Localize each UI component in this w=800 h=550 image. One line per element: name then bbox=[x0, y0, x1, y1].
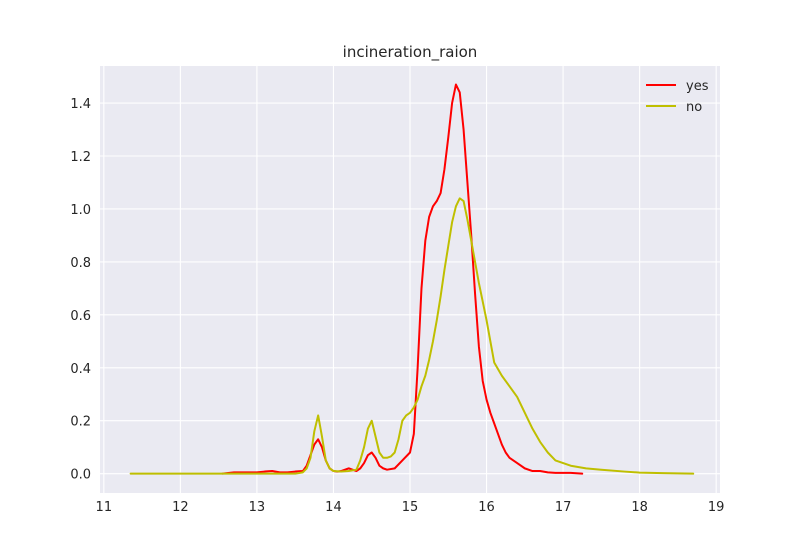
y-tick-label: 0.2 bbox=[70, 415, 91, 430]
x-tick-label: 12 bbox=[172, 500, 189, 515]
y-tick-label: 0.8 bbox=[70, 256, 91, 271]
chart-title: incineration_raion bbox=[343, 43, 478, 62]
legend-label-yes: yes bbox=[686, 79, 709, 94]
ticks: 11 12 13 14 15 16 17 18 19 0.0 0.2 0.4 0.6 0.8 1.0 1.2 1… bbox=[70, 97, 724, 515]
y-tick-label: 0.4 bbox=[70, 362, 91, 377]
y-tick-label: 1.0 bbox=[70, 203, 91, 218]
x-tick-label: 11 bbox=[96, 500, 113, 515]
x-tick-label: 17 bbox=[555, 500, 572, 515]
x-tick-label: 18 bbox=[631, 500, 648, 515]
y-tick-label: 1.2 bbox=[70, 150, 91, 165]
y-tick-label: 0.6 bbox=[70, 309, 91, 324]
y-tick-label: 0.0 bbox=[70, 468, 91, 483]
legend: yes no bbox=[646, 79, 709, 115]
x-tick-label: 13 bbox=[249, 500, 266, 515]
series-line-no bbox=[129, 197, 695, 475]
legend-label-no: no bbox=[686, 100, 702, 115]
grid bbox=[100, 66, 720, 493]
x-tick-label: 19 bbox=[708, 500, 725, 515]
x-tick-label: 14 bbox=[325, 500, 342, 515]
x-tick-label: 15 bbox=[402, 500, 419, 515]
x-tick-label: 16 bbox=[478, 500, 495, 515]
series-layer bbox=[129, 83, 695, 475]
y-tick-label: 1.4 bbox=[70, 97, 91, 112]
